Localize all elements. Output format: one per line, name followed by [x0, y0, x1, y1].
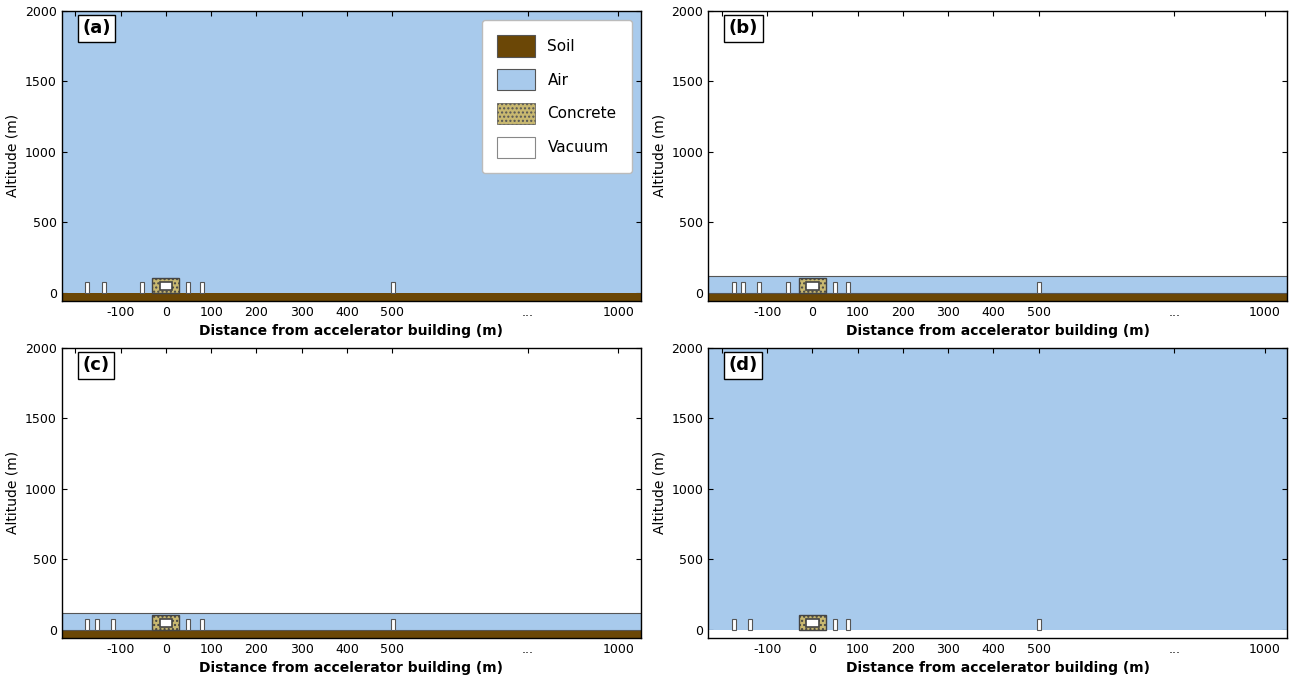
Bar — [159, 619, 172, 627]
Bar — [709, 293, 1288, 301]
Bar — [732, 282, 736, 293]
Bar — [62, 293, 641, 301]
Y-axis label: Altitude (m): Altitude (m) — [5, 452, 19, 535]
Bar — [153, 616, 180, 629]
Bar — [153, 279, 180, 293]
Bar — [62, 629, 641, 638]
Bar — [799, 279, 826, 293]
Bar — [186, 282, 190, 293]
Y-axis label: Altitude (m): Altitude (m) — [5, 114, 19, 197]
Text: (b): (b) — [729, 19, 758, 37]
Bar — [732, 619, 736, 629]
Bar — [200, 619, 204, 629]
Bar — [709, 276, 1288, 293]
Bar — [833, 282, 837, 293]
Bar — [749, 619, 753, 629]
Bar — [847, 619, 851, 629]
Bar — [159, 282, 172, 289]
Bar — [85, 282, 89, 293]
Text: (c): (c) — [83, 356, 109, 375]
Bar — [140, 282, 144, 293]
Y-axis label: Altitude (m): Altitude (m) — [652, 452, 666, 535]
Bar — [741, 282, 746, 293]
Bar — [806, 619, 818, 627]
Bar — [111, 619, 115, 629]
Bar — [390, 282, 394, 293]
X-axis label: Distance from accelerator building (m): Distance from accelerator building (m) — [846, 661, 1149, 676]
Y-axis label: Altitude (m): Altitude (m) — [652, 114, 666, 197]
Bar — [709, 629, 1288, 638]
Bar — [200, 282, 204, 293]
Text: (a): (a) — [83, 19, 111, 37]
X-axis label: Distance from accelerator building (m): Distance from accelerator building (m) — [846, 324, 1149, 338]
Bar — [94, 619, 100, 629]
Bar — [1037, 619, 1041, 629]
Bar — [847, 282, 851, 293]
X-axis label: Distance from accelerator building (m): Distance from accelerator building (m) — [199, 324, 503, 338]
Legend: Soil, Air, Concrete, Vacuum: Soil, Air, Concrete, Vacuum — [482, 20, 632, 174]
Bar — [186, 619, 190, 629]
Bar — [758, 282, 762, 293]
Text: (d): (d) — [729, 356, 758, 375]
Bar — [390, 619, 394, 629]
Bar — [102, 282, 106, 293]
Bar — [833, 619, 837, 629]
Bar — [1037, 282, 1041, 293]
X-axis label: Distance from accelerator building (m): Distance from accelerator building (m) — [199, 661, 503, 676]
Bar — [806, 282, 818, 289]
Bar — [799, 616, 826, 629]
Bar — [786, 282, 790, 293]
Bar — [62, 613, 641, 629]
Bar — [85, 619, 89, 629]
